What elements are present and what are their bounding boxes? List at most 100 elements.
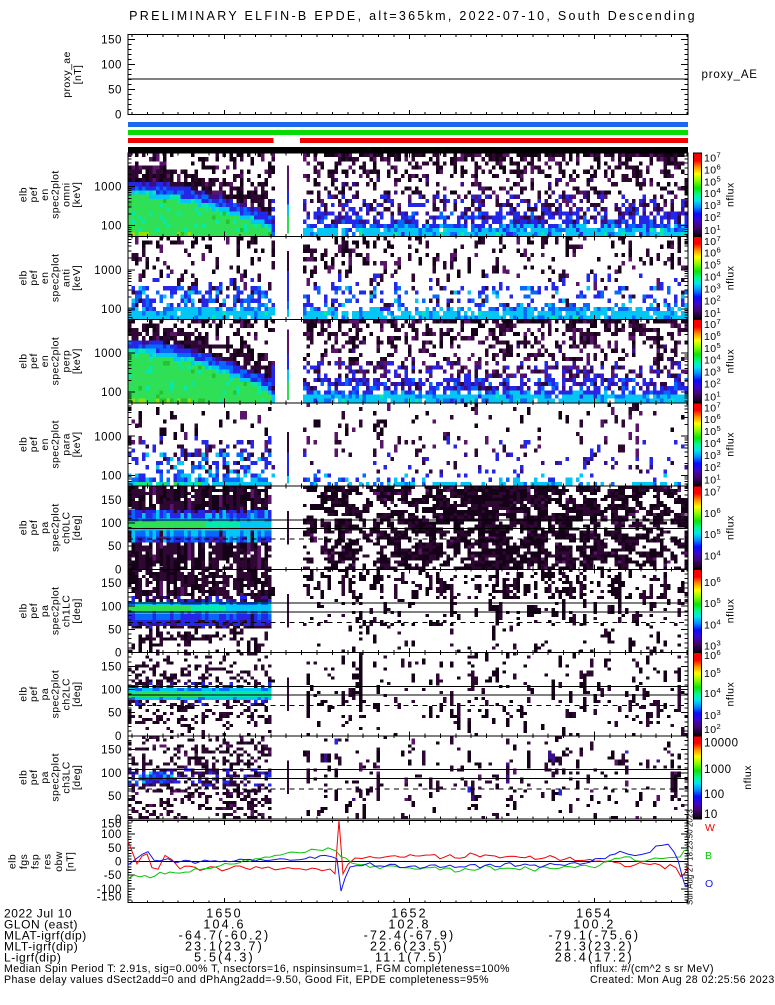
- svg-text:0: 0: [115, 731, 122, 743]
- svg-text:spec2plot: spec2plot: [50, 670, 62, 719]
- svg-text:100: 100: [101, 768, 122, 780]
- svg-text:1000: 1000: [94, 431, 122, 443]
- svg-text:fsp: fsp: [30, 854, 42, 869]
- svg-text:elb: elb: [18, 687, 30, 702]
- svg-text:pef: pef: [28, 187, 40, 203]
- svg-text:1000: 1000: [94, 182, 122, 194]
- svg-text:23.1(23.7): 23.1(23.7): [185, 940, 264, 954]
- svg-text:-72.4(-67.9): -72.4(-67.9): [364, 929, 456, 943]
- svg-text:[deg]: [deg]: [71, 598, 83, 623]
- svg-text:pa: pa: [39, 605, 51, 617]
- svg-text:nflux: nflux: [725, 349, 737, 374]
- svg-text:Phase delay values dSect2add=0: Phase delay values dSect2add=0 and dPhAn…: [4, 974, 489, 986]
- svg-text:elb: elb: [18, 603, 30, 618]
- svg-text:100: 100: [101, 221, 122, 233]
- svg-text:1654: 1654: [576, 907, 613, 921]
- svg-text:100: 100: [101, 304, 122, 316]
- svg-text:pef: pef: [28, 686, 40, 702]
- svg-text:nflux: nflux: [725, 598, 737, 623]
- svg-text:22.6(23.5): 22.6(23.5): [370, 940, 449, 954]
- svg-text:ch1LC: ch1LC: [60, 595, 72, 627]
- svg-text:MLT-igrf(dip): MLT-igrf(dip): [4, 940, 78, 954]
- svg-text:0: 0: [115, 109, 122, 121]
- svg-text:[nT]: [nT]: [65, 852, 77, 872]
- svg-text:elb: elb: [18, 520, 30, 535]
- svg-text:100: 100: [101, 470, 122, 482]
- svg-text:pef: pef: [28, 769, 40, 785]
- svg-text:pef: pef: [28, 603, 40, 619]
- svg-text:150: 150: [101, 578, 122, 590]
- svg-text:nflux: nflux: [725, 432, 737, 457]
- svg-text:en: en: [39, 272, 51, 284]
- svg-text:1000: 1000: [94, 265, 122, 277]
- svg-text:nflux: nflux: [725, 265, 737, 290]
- svg-text:[keV]: [keV]: [71, 265, 83, 291]
- svg-text:150: 150: [101, 745, 122, 757]
- svg-text:nflux: nflux: [725, 682, 737, 707]
- svg-text:100: 100: [101, 601, 122, 613]
- svg-text:Sun Aug 27 18:23:50 2023: Sun Aug 27 18:23:50 2023: [686, 809, 695, 905]
- svg-text:B: B: [705, 850, 712, 862]
- svg-text:-79.1(-75.6): -79.1(-75.6): [549, 929, 641, 943]
- svg-text:100: 100: [101, 387, 122, 399]
- svg-text:-50: -50: [104, 870, 122, 882]
- svg-text:para: para: [60, 433, 72, 456]
- svg-text:100: 100: [101, 518, 122, 530]
- svg-text:2022 Jul 10: 2022 Jul 10: [4, 907, 72, 921]
- svg-text:spec2plot: spec2plot: [50, 587, 62, 636]
- svg-text:0: 0: [115, 564, 122, 576]
- svg-text:10000: 10000: [704, 737, 738, 749]
- svg-text:1000: 1000: [94, 348, 122, 360]
- svg-text:elb: elb: [18, 354, 30, 369]
- svg-text:PRELIMINARY ELFIN-B EPDE, alt=: PRELIMINARY ELFIN-B EPDE, alt=365km, 202…: [129, 9, 697, 23]
- svg-text:spec2plot: spec2plot: [50, 337, 62, 386]
- svg-text:nflux: #/(cm^2 s sr MeV): nflux: #/(cm^2 s sr MeV): [590, 963, 714, 975]
- svg-text:proxy_ae: proxy_ae: [61, 51, 73, 97]
- svg-text:elb: elb: [7, 854, 19, 869]
- svg-text:[keV]: [keV]: [71, 431, 83, 457]
- svg-text:50: 50: [108, 624, 122, 636]
- svg-text:proxy_AE: proxy_AE: [702, 69, 758, 81]
- svg-text:MLAT-igrf(dip): MLAT-igrf(dip): [4, 929, 87, 943]
- svg-text:ch3LC: ch3LC: [60, 761, 72, 793]
- svg-text:spec2plot: spec2plot: [50, 503, 62, 552]
- svg-text:spec2plot: spec2plot: [50, 753, 62, 802]
- svg-text:100: 100: [101, 829, 122, 841]
- svg-text:28.4(17.2): 28.4(17.2): [555, 951, 634, 965]
- svg-text:spec2plot: spec2plot: [50, 170, 62, 219]
- svg-text:1000: 1000: [704, 764, 732, 776]
- svg-text:100: 100: [101, 59, 122, 71]
- svg-text:elb: elb: [18, 187, 30, 202]
- svg-text:0: 0: [115, 648, 122, 660]
- svg-text:102.8: 102.8: [388, 918, 430, 932]
- svg-text:21.3(23.2): 21.3(23.2): [555, 940, 634, 954]
- svg-text:[nT]: [nT]: [72, 65, 84, 85]
- svg-text:GLON (east): GLON (east): [4, 918, 78, 932]
- svg-text:-100: -100: [97, 884, 122, 896]
- svg-text:0: 0: [115, 857, 122, 869]
- svg-text:pef: pef: [28, 520, 40, 536]
- svg-text:150: 150: [101, 819, 122, 831]
- svg-text:pa: pa: [39, 521, 51, 533]
- svg-text:10: 10: [704, 809, 718, 821]
- svg-text:Created: Mon Aug 28 02:25:56 2: Created: Mon Aug 28 02:25:56 2023: [590, 974, 775, 986]
- svg-text:nflux: nflux: [725, 515, 737, 540]
- svg-text:Median Spin Period T: 2.91s, s: Median Spin Period T: 2.91s, sig=0.00% T…: [4, 963, 510, 975]
- svg-text:spec2plot: spec2plot: [50, 420, 62, 469]
- svg-text:100: 100: [704, 789, 725, 801]
- svg-text:perp: perp: [60, 350, 72, 373]
- svg-text:elb: elb: [18, 270, 30, 285]
- svg-text:pa: pa: [39, 688, 51, 700]
- svg-text:ch2LC: ch2LC: [60, 678, 72, 710]
- svg-text:50: 50: [108, 708, 122, 720]
- svg-text:[keV]: [keV]: [71, 348, 83, 374]
- svg-text:[deg]: [deg]: [71, 765, 83, 790]
- svg-text:104.6: 104.6: [203, 918, 245, 932]
- svg-text:[keV]: [keV]: [71, 182, 83, 208]
- svg-text:50: 50: [108, 541, 122, 553]
- svg-text:W: W: [705, 822, 715, 834]
- svg-text:11.1(7.5): 11.1(7.5): [375, 951, 444, 965]
- svg-text:elb: elb: [18, 770, 30, 785]
- svg-text:150: 150: [101, 34, 122, 46]
- svg-text:pa: pa: [39, 771, 51, 783]
